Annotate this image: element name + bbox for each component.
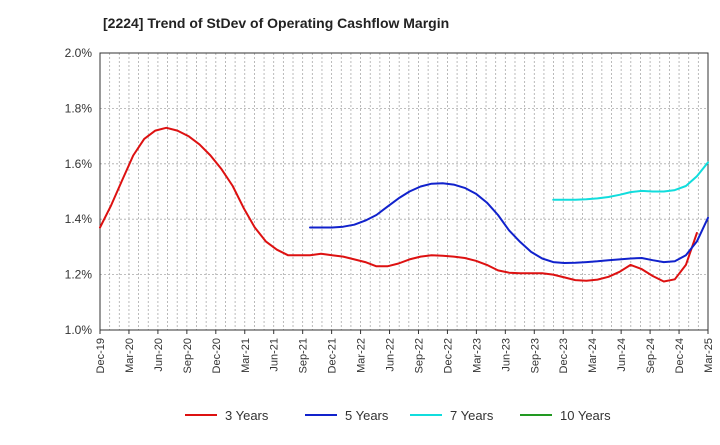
x-tick-label: Dec-23 xyxy=(558,338,570,373)
x-tick-label: Sep-23 xyxy=(529,338,541,373)
series-line-2 xyxy=(309,182,709,264)
x-tick-label: Dec-21 xyxy=(327,338,339,373)
legend-label-4: 10 Years xyxy=(560,408,611,423)
legend-label-3: 7 Years xyxy=(450,408,494,423)
series-layer xyxy=(99,126,709,283)
y-tick-label: 1.0% xyxy=(65,323,93,337)
chart-title: [2224] Trend of StDev of Operating Cashf… xyxy=(103,15,449,31)
plot-area xyxy=(100,53,708,330)
x-tick-label: Mar-23 xyxy=(471,338,483,373)
x-tick-label: Jun-20 xyxy=(153,338,165,372)
x-tick-label: Dec-20 xyxy=(211,338,223,373)
y-tick-label: 1.6% xyxy=(65,157,93,171)
x-tick-label: Mar-22 xyxy=(356,338,368,373)
x-tick-label: Mar-25 xyxy=(703,338,715,373)
x-tick-label: Dec-22 xyxy=(442,338,454,373)
x-tick-label: Sep-20 xyxy=(182,338,194,373)
x-tick-label: Jun-24 xyxy=(616,338,628,372)
legend: 3 Years 5 Years 7 Years 10 Years xyxy=(185,408,611,423)
x-tick-label: Dec-24 xyxy=(674,338,686,373)
y-tick-label: 1.8% xyxy=(65,101,93,115)
y-tick-label: 1.4% xyxy=(65,212,93,226)
x-tick-label: Jun-22 xyxy=(385,338,397,372)
grid-layer xyxy=(100,53,708,330)
x-tick-label: Mar-20 xyxy=(124,338,136,373)
axis-layer: 1.0% 1.2% 1.4% 1.6% 1.8% 2.0% Dec-19 Mar-20 Jun-… xyxy=(65,46,715,373)
x-tick-label: Jun-21 xyxy=(269,338,281,372)
x-tick-label: Sep-22 xyxy=(413,338,425,373)
y-tick-label: 2.0% xyxy=(65,46,93,60)
y-tick-label: 1.2% xyxy=(65,268,93,282)
series-line-1 xyxy=(99,126,698,283)
x-tick-label: Mar-21 xyxy=(240,338,252,373)
series-line-3 xyxy=(552,161,709,201)
legend-label-1: 3 Years xyxy=(225,408,269,423)
x-tick-label: Dec-19 xyxy=(95,338,107,373)
x-tick-label: Sep-24 xyxy=(645,338,657,373)
plot-border xyxy=(99,52,709,331)
x-tick-label: Mar-24 xyxy=(587,338,599,373)
x-tick-label: Sep-21 xyxy=(298,338,310,373)
x-tick-label: Jun-23 xyxy=(500,338,512,372)
legend-label-2: 5 Years xyxy=(345,408,389,423)
